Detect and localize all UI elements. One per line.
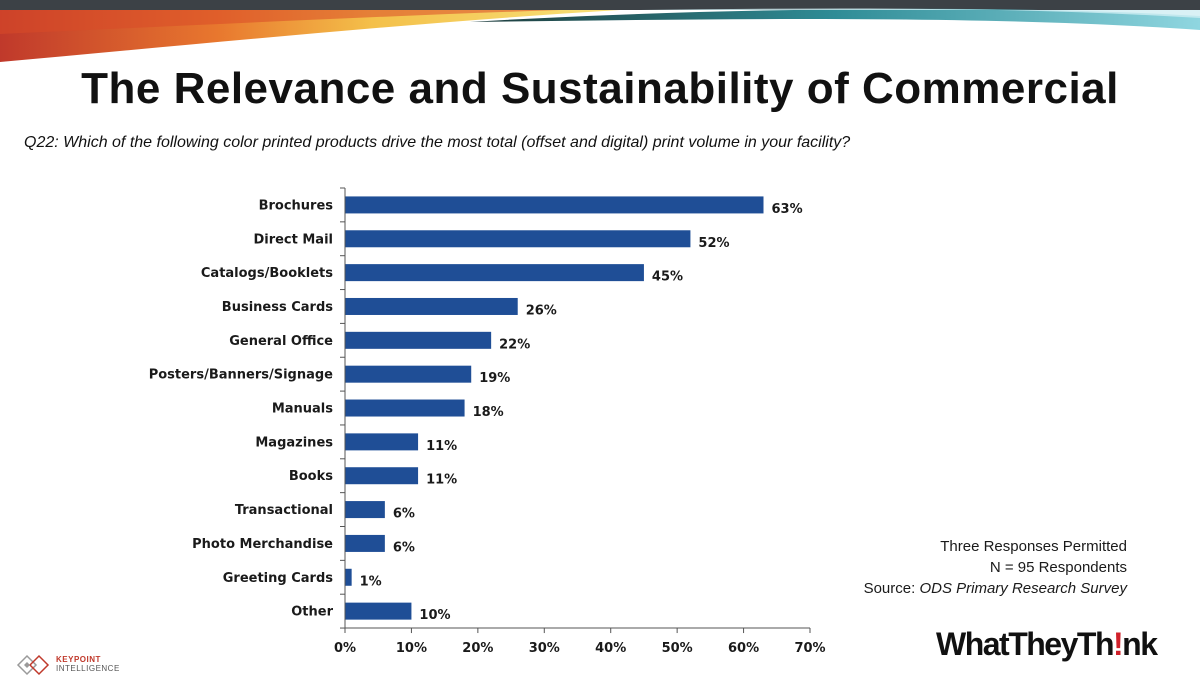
- category-label: Photo Merchandise: [192, 537, 333, 552]
- x-tick-label: 0%: [334, 641, 356, 656]
- header-decoration: [0, 0, 1200, 62]
- bar: [345, 467, 419, 485]
- data-label: 26%: [526, 303, 557, 318]
- bar: [345, 602, 412, 620]
- respondents-note: N = 95 Respondents: [989, 559, 1127, 576]
- source-note: Source: ODS Primary Research Survey: [864, 578, 1127, 599]
- category-label: Greeting Cards: [223, 571, 334, 586]
- bar: [345, 264, 644, 282]
- chart-notes: Three Responses Permitted N = 95 Respond…: [864, 536, 1127, 599]
- source-name: ODS Primary Research Survey: [919, 580, 1127, 597]
- data-label: 52%: [698, 236, 729, 251]
- survey-question: Q22: Which of the following color printe…: [24, 134, 851, 151]
- keypoint-diamond-icon: [16, 654, 50, 676]
- x-tick-label: 10%: [396, 641, 427, 656]
- bar: [345, 230, 691, 248]
- x-tick-labels: 0% 10% 20% 30% 40% 50% 60% 70%: [334, 641, 826, 656]
- x-tick-label: 60%: [728, 641, 759, 656]
- data-label: 1%: [360, 574, 382, 589]
- x-tick-label: 30%: [529, 641, 560, 656]
- source-prefix: Source:: [863, 580, 920, 597]
- category-label: Catalogs/Booklets: [201, 266, 333, 281]
- category-label: General Office: [229, 334, 333, 349]
- wtt-part1: WhatTheyTh: [936, 626, 1114, 662]
- data-label: 19%: [479, 371, 510, 386]
- wtt-exclaim: !: [1112, 626, 1124, 662]
- intelligence-text: INTELLIGENCE: [56, 664, 120, 673]
- category-label: Other: [291, 605, 333, 620]
- data-label: 22%: [499, 337, 530, 352]
- x-tick-label: 70%: [794, 641, 825, 656]
- category-label: Manuals: [272, 402, 333, 417]
- data-label: 10%: [419, 608, 450, 623]
- category-label: Direct Mail: [253, 232, 333, 247]
- bar: [345, 297, 518, 315]
- bar: [345, 331, 492, 349]
- axes: [340, 187, 811, 634]
- bars-group: [345, 196, 764, 620]
- data-label: 6%: [393, 540, 415, 555]
- responses-note: Three Responses Permitted: [940, 538, 1127, 555]
- bar: [345, 365, 472, 383]
- category-label: Business Cards: [222, 300, 333, 315]
- slide-title: The Relevance and Sustainability of Comm…: [81, 64, 1119, 113]
- data-labels: 63% 52% 45% 26% 22% 19% 18% 11% 11% 6% 6% 1% 10%: [360, 202, 803, 623]
- category-label: Books: [289, 469, 333, 484]
- bar: [345, 568, 352, 586]
- x-tick-label: 40%: [595, 641, 626, 656]
- bar: [345, 399, 465, 417]
- data-label: 11%: [426, 439, 457, 454]
- category-labels: Brochures Direct Mail Catalogs/Booklets Bus…: [149, 198, 334, 619]
- whattheythink-logo: WhatTheyTh!nk: [936, 626, 1158, 663]
- category-label: Transactional: [235, 503, 333, 518]
- data-label: 45%: [652, 270, 683, 285]
- keypoint-logo: KEYPOINT INTELLIGENCE: [16, 652, 126, 678]
- category-label: Posters/Banners/Signage: [149, 368, 333, 383]
- data-label: 11%: [426, 473, 457, 488]
- bar-chart: Brochures Direct Mail Catalogs/Booklets Bus…: [149, 187, 826, 656]
- bar: [345, 501, 385, 519]
- bar: [345, 534, 385, 552]
- x-tick-label: 20%: [462, 641, 493, 656]
- category-label: Brochures: [259, 198, 334, 213]
- data-label: 63%: [772, 202, 803, 217]
- category-label: Magazines: [255, 435, 333, 450]
- data-label: 18%: [473, 405, 504, 420]
- bar: [345, 433, 419, 451]
- keypoint-text: KEYPOINT: [56, 655, 101, 664]
- bar: [345, 196, 764, 214]
- data-label: 6%: [393, 507, 415, 522]
- wtt-part2: nk: [1122, 626, 1158, 662]
- x-tick-label: 50%: [662, 641, 693, 656]
